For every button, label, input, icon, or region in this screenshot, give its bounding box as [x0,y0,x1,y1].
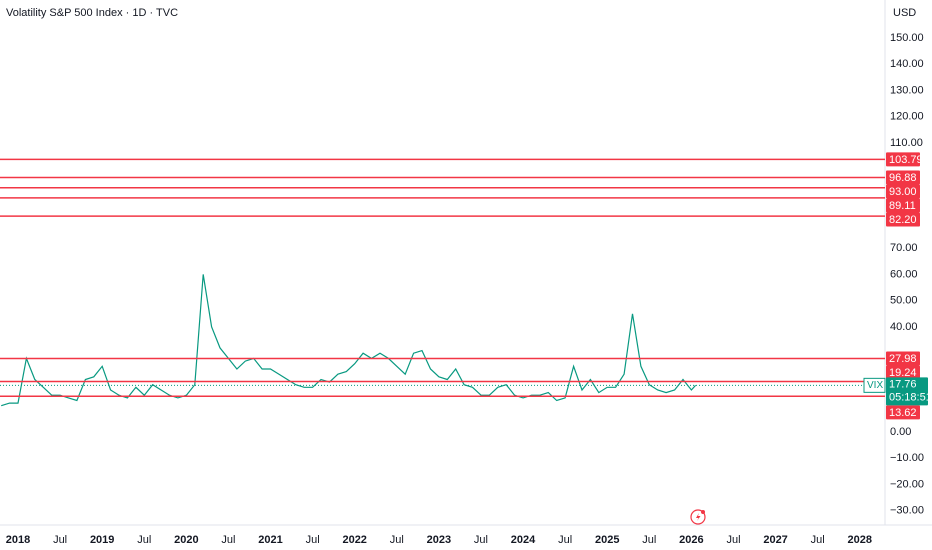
x-tick-label: Jul [726,534,740,546]
level-label-box [886,184,920,199]
currency[interactable]: USD [893,7,916,19]
x-tick-label: 2027 [763,534,787,546]
x-tick-label: 2018 [6,534,30,546]
x-tick-label: Jul [137,534,151,546]
x-tick-label: 2024 [511,534,536,546]
level-label-box [886,405,920,420]
x-tick-label: Jul [474,534,488,546]
y-tick-label: 120.00 [890,111,924,123]
y-tick-label: 50.00 [890,295,918,307]
y-tick-label: 70.00 [890,242,918,254]
y-tick-label: 110.00 [890,137,923,149]
y-tick-label: 40.00 [890,321,918,333]
current-symbol-box [863,377,886,393]
flash-icon[interactable] [690,509,706,525]
level-label-box [886,351,920,366]
x-tick-label: Jul [558,534,572,546]
y-tick-label: −10.00 [890,452,924,464]
level-label: 19.24 [889,367,917,379]
level-label-box [886,212,920,227]
price-line [1,274,697,407]
level-label: 89.11 [889,200,916,212]
level-label: 82.20 [889,214,917,226]
level-label: 103.79 [889,154,923,166]
x-tick-label: Jul [221,534,235,546]
level-label-box [886,198,920,213]
x-tick-label: 2026 [679,534,703,546]
chart-title: Volatility S&P 500 Index · 1D · TVC [6,7,178,19]
y-tick-label: 0.00 [890,426,911,438]
current-price: 17.76 [889,378,917,390]
x-tick-label: 2021 [258,534,282,546]
level-label: 96.88 [889,172,917,184]
x-tick-label: 2020 [174,534,198,546]
level-label-box [886,365,920,380]
x-tick-label: Jul [53,534,67,546]
x-tick-label: 2028 [848,534,872,546]
x-tick-label: 2022 [342,534,366,546]
level-label: 13.62 [889,407,917,419]
level-label: 93.00 [889,186,917,198]
y-tick-label: 60.00 [890,268,918,280]
current-price-box [886,377,928,406]
countdown: 05:18:51 [889,391,932,403]
x-tick-label: Jul [390,534,404,546]
level-label-box [886,170,920,185]
level-label: 27.98 [889,353,917,365]
current-symbol: VIX [867,380,883,391]
x-tick-label: Jul [642,534,656,546]
x-tick-label: Jul [306,534,320,546]
x-tick-label: 2019 [90,534,114,546]
y-tick-label: −20.00 [890,478,924,490]
x-tick-label: 2025 [595,534,619,546]
x-tick-label: 2023 [427,534,451,546]
level-label-box [886,152,920,167]
y-tick-label: 140.00 [890,58,924,70]
y-tick-label: 130.00 [890,84,924,96]
y-tick-label: 150.00 [890,32,924,44]
x-tick-label: Jul [811,534,825,546]
y-tick-label: −30.00 [890,505,924,517]
